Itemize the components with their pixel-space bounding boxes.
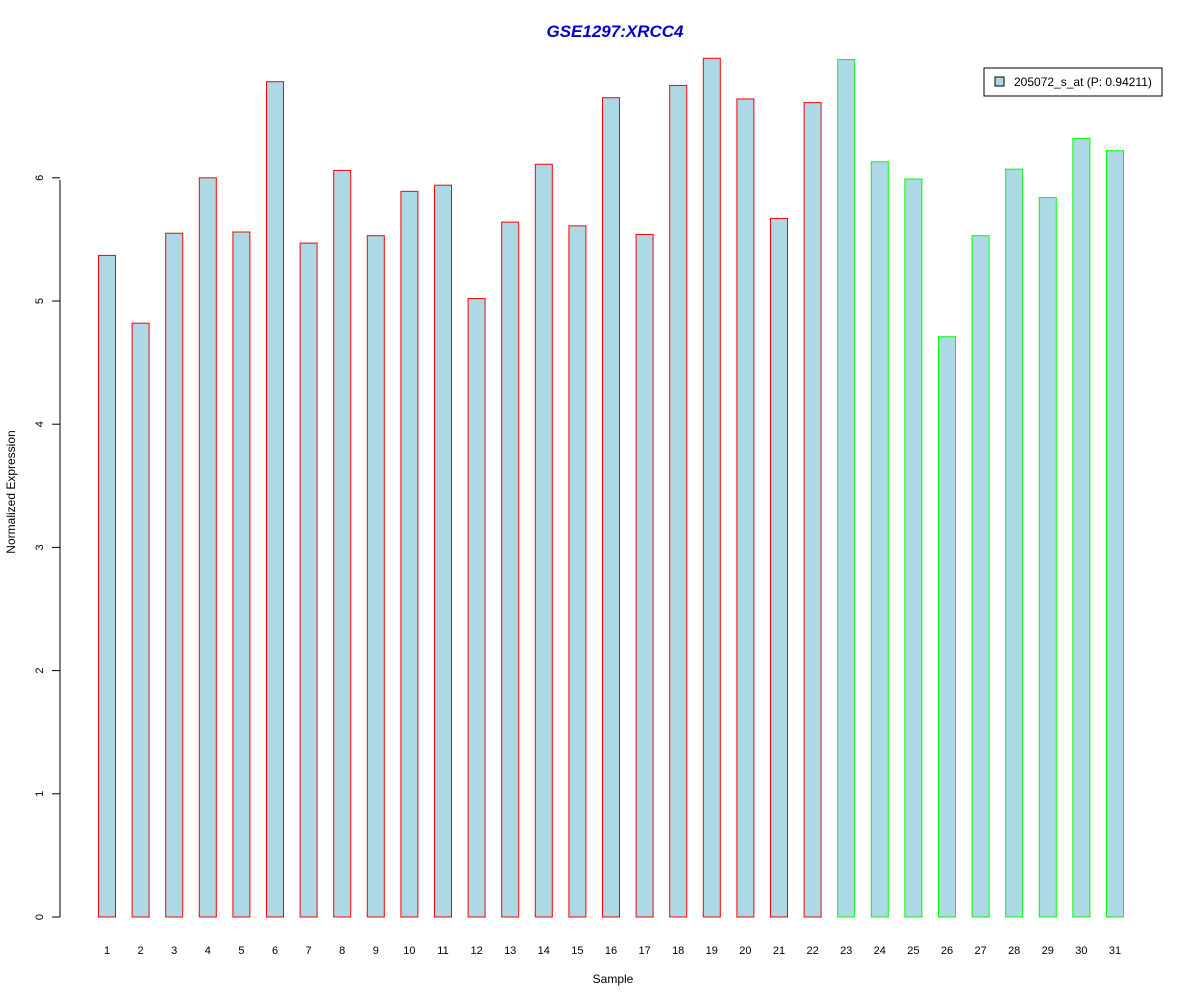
y-tick-label: 6 (34, 175, 46, 181)
x-tick-label: 3 (171, 945, 177, 957)
x-tick-label: 28 (1008, 945, 1020, 957)
bar-sample-5 (232, 231, 251, 918)
bar-sample-17 (635, 233, 654, 918)
bar-sample-19 (702, 57, 721, 918)
x-tick-label: 20 (739, 945, 751, 957)
bar-sample-1 (98, 254, 116, 918)
x-tick-label: 2 (138, 945, 144, 957)
bar-sample-27 (971, 235, 990, 918)
x-axis-title: Sample (593, 972, 634, 986)
bar-sample-14 (534, 163, 553, 918)
bar-sample-18 (669, 84, 688, 918)
x-tick-label: 9 (373, 945, 379, 957)
chart-title: GSE1297:XRCC4 (546, 22, 684, 41)
bar-sample-21 (770, 217, 788, 918)
y-ticks: 0 1 2 3 4 5 6 (34, 175, 60, 920)
x-tick-label: 22 (806, 945, 818, 957)
bar-sample-9 (366, 235, 385, 918)
x-tick-label: 5 (238, 945, 244, 957)
bars (98, 57, 1124, 918)
x-tick-label: 21 (773, 945, 785, 957)
y-axis-title: Normalized Expression (4, 430, 18, 553)
bar-sample-31 (1106, 150, 1124, 918)
bar-sample-24 (870, 161, 889, 918)
x-tick-labels: 1 2 3 4 5 6 7 8 9 10 11 12 13 14 15 16 17 18 19 20 21 22 23 24 2… (104, 945, 1121, 957)
y-tick-label: 4 (34, 421, 46, 427)
bar-sample-26 (938, 336, 956, 918)
y-tick-label: 5 (34, 298, 46, 304)
x-tick-label: 24 (874, 945, 886, 957)
x-tick-label: 1 (104, 945, 110, 957)
bar-sample-15 (568, 225, 587, 918)
x-tick-label: 6 (272, 945, 278, 957)
bar-sample-13 (501, 221, 520, 918)
x-tick-label: 30 (1075, 945, 1087, 957)
x-tick-label: 10 (403, 945, 415, 957)
legend-label: 205072_s_at (P: 0.94211) (1014, 75, 1152, 89)
x-tick-label: 13 (504, 945, 516, 957)
x-tick-label: 7 (306, 945, 312, 957)
x-tick-label: 15 (571, 945, 583, 957)
bar-sample-20 (736, 98, 755, 918)
bar-sample-28 (1005, 168, 1024, 918)
bar-sample-6 (266, 81, 284, 918)
x-tick-label: 19 (706, 945, 718, 957)
x-tick-label: 4 (205, 945, 211, 957)
bar-sample-22 (803, 102, 822, 918)
x-tick-label: 29 (1042, 945, 1054, 957)
bar-sample-30 (1072, 137, 1091, 918)
x-tick-label: 26 (941, 945, 953, 957)
x-tick-label: 11 (437, 945, 448, 957)
x-tick-label: 27 (974, 945, 986, 957)
bar-sample-4 (198, 177, 217, 918)
bar-sample-10 (400, 190, 419, 918)
x-tick-label: 25 (907, 945, 919, 957)
bar-sample-29 (1038, 197, 1057, 918)
x-tick-label: 14 (538, 945, 550, 957)
x-tick-label: 12 (470, 945, 482, 957)
bar-sample-23 (837, 59, 856, 918)
x-tick-label: 18 (672, 945, 684, 957)
legend: 205072_s_at (P: 0.94211) (983, 67, 1163, 97)
bar-sample-16 (602, 97, 620, 918)
x-tick-label: 16 (605, 945, 617, 957)
legend-swatch (994, 76, 1005, 87)
y-tick-label: 0 (34, 914, 46, 920)
y-tick-label: 3 (34, 544, 46, 550)
x-tick-label: 17 (638, 945, 650, 957)
bar-sample-25 (904, 178, 923, 918)
bar-sample-3 (165, 232, 184, 918)
x-tick-label: 31 (1109, 945, 1121, 957)
bar-sample-7 (299, 242, 318, 918)
bar-sample-11 (434, 184, 452, 918)
bar-sample-8 (333, 169, 352, 918)
bar-sample-2 (131, 322, 150, 918)
y-tick-label: 2 (34, 668, 46, 674)
bar-sample-12 (467, 298, 486, 918)
y-tick-label: 1 (34, 791, 46, 797)
x-tick-label: 23 (840, 945, 852, 957)
x-tick-label: 8 (339, 945, 345, 957)
legend-box (983, 67, 1163, 97)
